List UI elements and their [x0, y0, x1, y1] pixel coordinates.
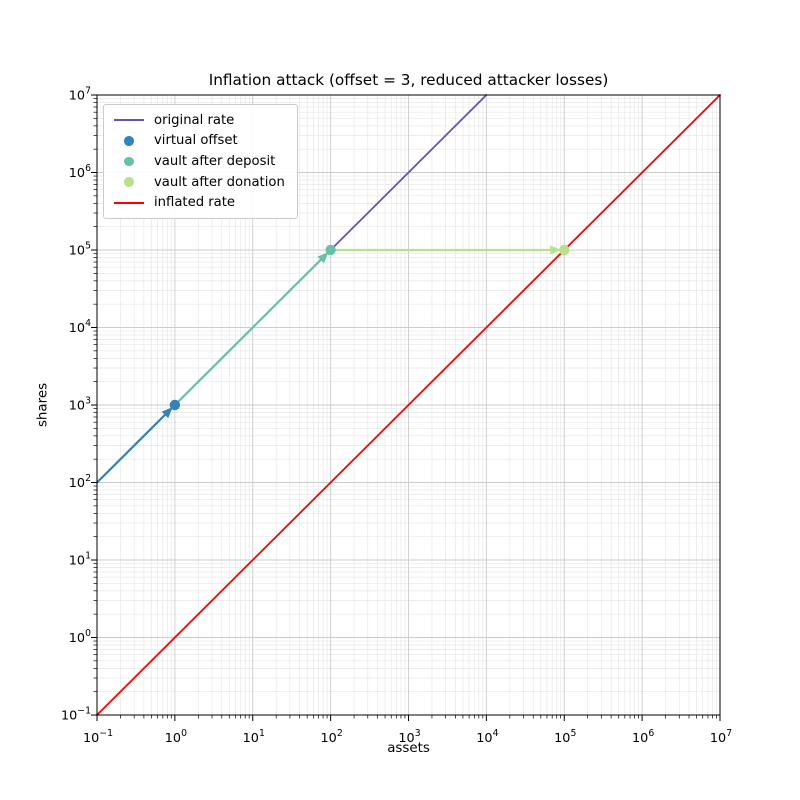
y-tick-label: 101	[69, 551, 91, 569]
legend-dot-swatch	[112, 156, 146, 167]
data-point-vault-after-donation	[559, 244, 570, 256]
legend-line-swatch	[112, 119, 146, 122]
legend-line-swatch	[112, 201, 146, 204]
y-tick-label: 107	[69, 86, 91, 104]
offset-arrow-head	[161, 407, 173, 419]
donation-arrow-head	[550, 245, 562, 255]
deposit-arrow	[174, 255, 325, 406]
legend-label: inflated rate	[154, 195, 236, 211]
legend-item-vault-after-donation: vault after donation	[112, 172, 285, 193]
y-axis-label: shares	[35, 382, 51, 428]
legend-label: vault after deposit	[154, 153, 276, 169]
y-tick-label: 102	[69, 473, 91, 491]
data-point-vault-after-deposit	[325, 244, 336, 256]
legend-dot-swatch	[112, 177, 146, 187]
legend-item-inflated-rate: inflated rate	[112, 192, 285, 213]
y-tick-label: 104	[69, 318, 91, 336]
offset-arrow	[96, 410, 170, 484]
x-axis-label: assets	[387, 741, 430, 756]
y-tick-label: 105	[69, 241, 91, 259]
deposit-arrow-head	[317, 252, 329, 264]
y-tick-label: 106	[69, 163, 91, 181]
legend-label: original rate	[154, 112, 235, 128]
series-line-inflated-rate	[96, 94, 721, 716]
line-sample-icon	[114, 201, 144, 204]
chart-title: Inflation attack (offset = 3, reduced at…	[208, 71, 609, 89]
legend-label: vault after donation	[154, 174, 285, 190]
legend-dot-swatch	[112, 136, 146, 146]
dot-sample-icon	[124, 136, 134, 146]
line-sample-icon	[114, 119, 144, 122]
legend-label: virtual offset	[154, 133, 238, 149]
legend-item-virtual-offset: virtual offset	[112, 131, 285, 152]
y-tick-label: 10−1	[61, 706, 91, 724]
legend: original rate virtual offset vault after d…	[103, 104, 298, 219]
data-point-virtual-offset	[169, 399, 181, 411]
dot-sample-icon	[124, 177, 134, 187]
y-tick-label: 103	[69, 396, 91, 414]
legend-item-vault-after-deposit: vault after deposit	[112, 151, 285, 172]
dot-sample-icon	[124, 156, 134, 167]
legend-item-original-rate: original rate	[112, 110, 285, 131]
y-tick-label: 100	[69, 628, 91, 646]
